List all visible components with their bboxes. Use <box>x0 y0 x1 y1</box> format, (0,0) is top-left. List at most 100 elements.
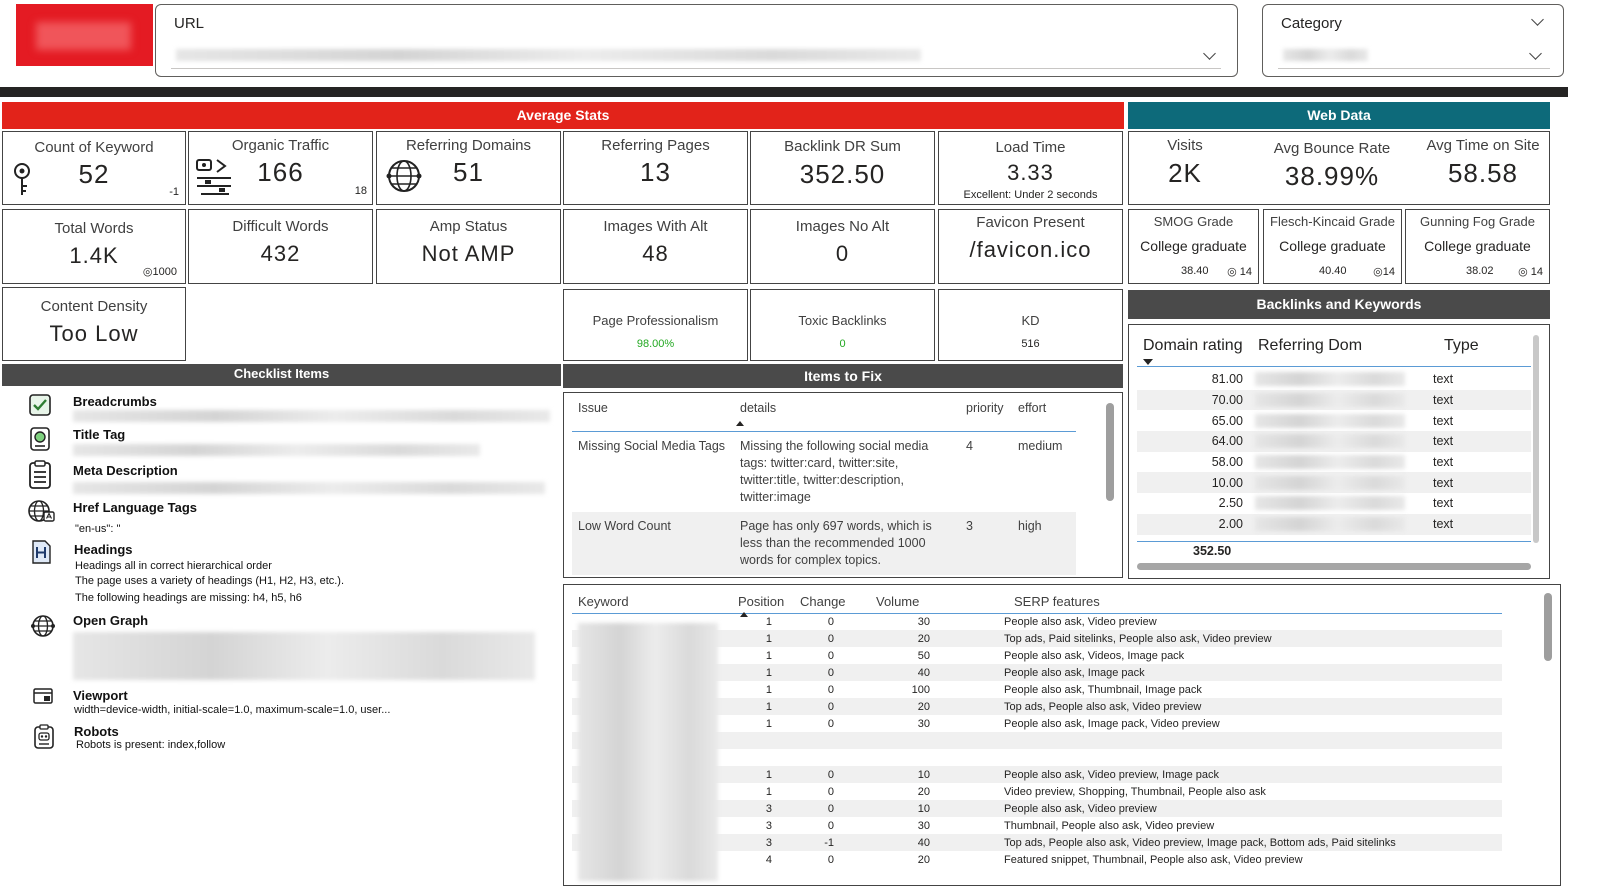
cell-position: 1 <box>765 768 772 781</box>
column-header-serp-features[interactable]: SERP features <box>1014 594 1100 610</box>
breadcrumbs-title: Breadcrumbs <box>73 394 157 409</box>
column-header-change[interactable]: Change <box>800 594 846 610</box>
cell-type: text <box>1433 475 1454 490</box>
referring-domain-redacted <box>1255 496 1405 511</box>
cell-volume: 30 <box>917 819 930 832</box>
card-label: Content Density <box>40 298 148 315</box>
table-row[interactable]: 1 0 100 People also ask, Thumbnail, Image p… <box>572 681 1502 698</box>
table-row[interactable]: 1 0 20 Video preview, Shopping, Thumbnail, … <box>572 783 1502 800</box>
target-icon: ◎ <box>142 266 153 278</box>
table-row[interactable]: 1 0 30 People also ask, Image pack, Video p… <box>572 715 1502 732</box>
table-row[interactable] <box>572 749 1502 766</box>
column-header-position[interactable]: Position <box>732 591 794 617</box>
card-value: 166 <box>257 157 304 187</box>
column-header-volume[interactable]: Volume <box>876 594 920 610</box>
card-value: College graduate <box>1279 238 1386 254</box>
url-slicer[interactable]: URL <box>155 4 1238 77</box>
target-indicator: ◎1000 <box>143 265 177 278</box>
sort-asc-icon[interactable] <box>736 421 744 426</box>
cell-details: Missing the following social media tags:… <box>740 438 929 504</box>
count-of-keyword-card: Count of Keyword 52 -1 <box>2 131 186 205</box>
cell-change: 0 <box>827 853 834 866</box>
cell-effort: high <box>1018 518 1042 533</box>
href-lang-value: "en-us": " <box>75 523 121 535</box>
referring-pages-card: Referring Pages 13 <box>563 131 748 205</box>
table-row[interactable]: 1 0 20 Top ads, People also ask, Video prev… <box>572 698 1502 715</box>
table-row[interactable]: Low Word Count Page has only 697 words, w… <box>572 511 1076 575</box>
table-row[interactable]: 1 0 10 People also ask, Video preview, Imag… <box>572 766 1502 783</box>
backlinks-vertical-scrollbar[interactable] <box>1533 335 1539 543</box>
headings-line-1: Headings all in correct hierarchical ord… <box>75 560 272 572</box>
column-header-issue[interactable]: Issue <box>578 401 608 415</box>
table-row[interactable]: 2.00 text <box>1137 513 1531 535</box>
details-header-label: details <box>740 401 777 415</box>
column-header-keyword[interactable]: Keyword <box>578 594 629 610</box>
target-indicator: ◎ 14 <box>1227 265 1252 278</box>
key-icon <box>11 162 33 203</box>
table-row[interactable]: 65.00 text <box>1137 410 1531 432</box>
column-header-priority[interactable]: priority <box>966 401 1004 415</box>
cell-referring-domain <box>1249 514 1413 535</box>
table-row[interactable]: 64.00 text <box>1137 431 1531 452</box>
load-time-note: Excellent: Under 2 seconds <box>963 189 1098 201</box>
card-label: Images With Alt <box>603 218 708 235</box>
cell-position: 1 <box>765 700 772 713</box>
chevron-down-icon[interactable] <box>1531 13 1544 26</box>
table-row[interactable] <box>572 732 1502 749</box>
table-row[interactable]: 1 0 50 People also ask, Videos, Image pack <box>572 647 1502 664</box>
table-row[interactable]: Missing BreadcrumbsThe breadcrumbs are m… <box>572 574 1076 577</box>
cell-type: text <box>1433 496 1454 511</box>
table-row[interactable]: 1 0 40 People also ask, Image pack <box>572 664 1502 681</box>
column-header-details[interactable]: details <box>734 401 960 431</box>
card-value: 98.00% <box>636 338 675 350</box>
card-label: Difficult Words <box>232 218 329 235</box>
backlinks-horizontal-scrollbar[interactable] <box>1137 563 1531 570</box>
table-row[interactable]: 70.00 text <box>1137 389 1531 411</box>
cell-position: 3 <box>765 836 772 849</box>
cell-serp-features: People also ask, Image pack <box>1004 666 1145 679</box>
table-row[interactable]: 3 0 30 Thumbnail, People also ask, Video pr… <box>572 817 1502 834</box>
keywords-scrollbar[interactable] <box>1544 593 1552 661</box>
sort-asc-icon[interactable] <box>740 612 748 617</box>
category-slicer-label: Category <box>1281 15 1342 32</box>
table-row[interactable]: 58.00 text <box>1137 451 1531 473</box>
chevron-down-icon[interactable] <box>1529 47 1542 60</box>
table-row[interactable]: 3 0 10 People also ask, Video preview <box>572 800 1502 817</box>
column-header-referring-dom[interactable]: Referring Dom <box>1258 337 1363 354</box>
table-row[interactable]: 1 0 20 Top ads, Paid sitelinks, People also… <box>572 630 1502 647</box>
card-label: Load Time <box>995 139 1066 156</box>
category-select[interactable] <box>1278 41 1550 69</box>
table-row[interactable]: Missing Social Media Tags Missing the fol… <box>572 431 1076 512</box>
table-row[interactable]: 2.50 text <box>1137 493 1531 514</box>
column-header-effort[interactable]: effort <box>1018 401 1047 415</box>
cell-change <box>794 732 856 749</box>
cell-domain-rating: 65.00 <box>1211 413 1243 428</box>
table-header-row: Issue details priority effort <box>572 401 1076 431</box>
table-row[interactable]: 81.00 text <box>1137 369 1531 390</box>
load-time-card: Load Time 3.33 Excellent: Under 2 second… <box>938 131 1123 205</box>
chevron-down-icon[interactable] <box>1203 47 1216 60</box>
cell-type: text <box>1433 455 1454 470</box>
breadcrumbs-value-redacted <box>73 410 550 422</box>
column-header-type[interactable]: Type <box>1444 337 1479 354</box>
cell-serp-features: Top ads, People also ask, Video preview <box>1004 700 1202 713</box>
viewport-icon <box>33 688 53 709</box>
card-label: Total Words <box>54 220 134 237</box>
table-row[interactable]: 4 0 20 Featured snippet, Thumbnail, People … <box>572 851 1502 868</box>
referring-domain-redacted <box>1255 393 1405 408</box>
headings-line-2: The page uses a variety of headings (H1,… <box>75 575 345 587</box>
column-header-domain-rating[interactable]: Domain rating <box>1143 337 1243 354</box>
sort-desc-icon[interactable] <box>1143 359 1153 365</box>
cell-change: 0 <box>827 802 834 815</box>
cell-volume: 20 <box>917 632 930 645</box>
url-select[interactable] <box>171 41 1221 69</box>
average-stats-title: Average Stats <box>516 107 610 123</box>
organic-traffic-card: Organic Traffic 166 18 <box>188 131 373 205</box>
table-row[interactable]: 10.00 text <box>1137 472 1531 494</box>
table-row[interactable]: 3 -1 40 Top ads, People also ask, Video pre… <box>572 834 1502 851</box>
cell-effort: medium <box>1018 438 1063 453</box>
items-to-fix-scrollbar[interactable] <box>1106 403 1114 501</box>
category-slicer[interactable]: Category <box>1262 4 1564 77</box>
table-row[interactable]: 1 0 30 People also ask, Video preview <box>572 613 1502 630</box>
cell-change: 0 <box>827 666 834 679</box>
